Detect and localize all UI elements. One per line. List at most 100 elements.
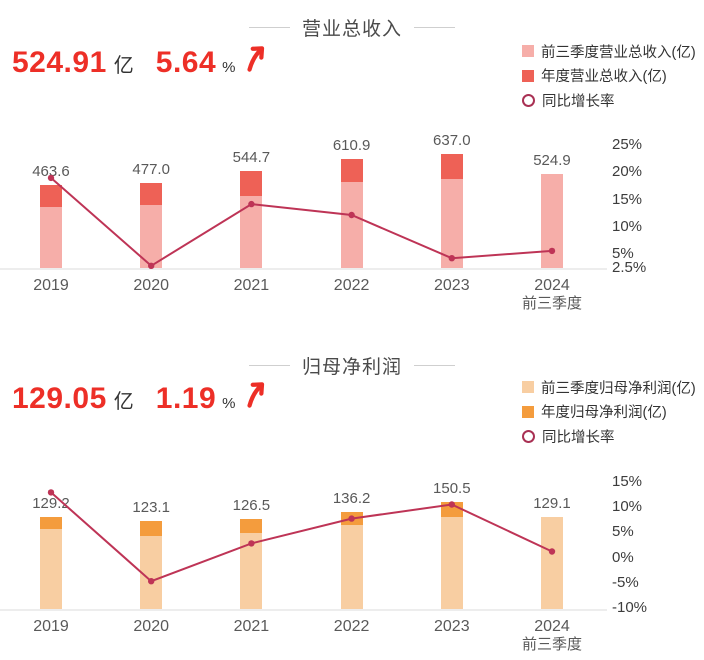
bar-value-label: 126.5 <box>232 496 271 514</box>
net-profit-headline-growth: 1.19 <box>155 382 217 415</box>
first-three-quarters-bar-segment[interactable] <box>440 517 463 609</box>
revenue-plot-area: 463.6 2019 477.0 2020 544.7 2021 610.9 2022 637.… <box>0 132 647 312</box>
first-three-quarters-bar-segment[interactable] <box>240 532 263 609</box>
annual-bar-segment[interactable] <box>140 182 163 205</box>
y2-axis-tick: 5% <box>612 523 634 541</box>
x-axis-label: 2020 <box>133 618 169 635</box>
first-three-quarters-bar-segment[interactable] <box>340 182 363 268</box>
annual-bar-segment[interactable] <box>40 516 62 530</box>
up-arrow-icon <box>244 380 268 414</box>
legend-square-icon <box>522 69 534 82</box>
title-left-line <box>248 27 290 28</box>
legend-square-icon <box>522 45 534 58</box>
revenue-chart-section: 营业总收入 524.91 亿 5.64 % 前三季度营业总收入(亿) 年度营业总收… <box>0 14 704 312</box>
legend-item[interactable]: 同比增长率 <box>522 424 696 449</box>
net-profit-headline-growth-unit: % <box>222 395 236 412</box>
legend-square-icon <box>522 381 534 394</box>
x-axis-label: 2019 <box>33 618 69 635</box>
annual-bar-segment[interactable] <box>340 511 363 525</box>
first-three-quarters-bar-segment[interactable] <box>541 516 563 609</box>
y2-axis-tick: -10% <box>612 599 648 616</box>
bar-value-label: 524.9 <box>533 152 571 170</box>
annual-bar-segment[interactable] <box>340 158 363 183</box>
y2-axis-tick: 15% <box>612 190 643 208</box>
legend-ring-icon <box>522 429 535 443</box>
first-three-quarters-bar-segment[interactable] <box>140 204 163 268</box>
revenue-headline-growth-unit: % <box>222 59 236 76</box>
bar-value-label: 129.2 <box>32 494 70 512</box>
annual-bar-segment[interactable] <box>440 154 463 180</box>
x-axis-label: 2022 <box>333 277 370 294</box>
revenue-legend: 前三季度营业总收入(亿) 年度营业总收入(亿) 同比增长率 <box>522 39 696 113</box>
title-right-line <box>414 365 455 366</box>
x-axis-label: 2023 <box>434 277 470 294</box>
x-axis-label: 2019 <box>33 277 69 294</box>
legend-item-label: 前三季度归母净利润(亿) <box>541 380 696 397</box>
first-three-quarters-bar-segment[interactable] <box>340 524 363 609</box>
first-three-quarters-bar-segment[interactable] <box>541 174 563 268</box>
legend-ring-icon <box>522 93 535 107</box>
legend-item[interactable]: 年度营业总收入(亿) <box>522 64 696 89</box>
bar-value-label: 544.7 <box>232 148 271 166</box>
annual-bar-segment[interactable] <box>240 170 263 196</box>
x-axis-label: 2020 <box>133 277 169 294</box>
up-arrow-icon <box>244 44 268 78</box>
y2-axis-tick: 0% <box>612 548 634 566</box>
legend-item-label: 同比增长率 <box>542 429 615 446</box>
legend-square-icon <box>522 405 534 418</box>
net-profit-plot-area: 129.2 2019 123.1 2020 126.5 2021 136.2 2022 150.… <box>0 330 704 660</box>
annual-bar-segment[interactable] <box>140 521 163 537</box>
bar-value-label: 463.6 <box>32 163 70 181</box>
x-axis-label: 2024 <box>534 618 570 635</box>
revenue-headline: 524.91 亿 5.64 % <box>12 46 268 80</box>
y2-axis-tick: 20% <box>612 163 643 181</box>
annual-bar-segment[interactable] <box>440 501 463 518</box>
annual-bar-segment[interactable] <box>40 185 62 208</box>
legend-item[interactable]: 前三季度归母净利润(亿) <box>522 375 696 400</box>
x-axis-baseline <box>0 268 607 270</box>
y2-axis-tick: 10% <box>612 498 643 515</box>
revenue-chart-title-row: 营业总收入 <box>0 14 704 41</box>
net-profit-headline-unit: 亿 <box>113 391 134 413</box>
first-three-quarters-bar-segment[interactable] <box>240 195 263 268</box>
first-three-quarters-bar-segment[interactable] <box>140 536 163 609</box>
legend-item[interactable]: 年度归母净利润(亿) <box>522 400 696 425</box>
x-axis-label: 2021 <box>233 277 270 294</box>
bar-value-label: 136.2 <box>332 489 371 507</box>
y2-axis-tick: -5% <box>612 573 639 591</box>
revenue-headline-unit: 亿 <box>113 55 134 77</box>
annual-bar-segment[interactable] <box>240 518 263 533</box>
x-axis-sublabel: 前三季度 <box>521 636 582 653</box>
legend-item-label: 年度营业总收入(亿) <box>541 69 667 86</box>
first-three-quarters-bar-segment[interactable] <box>440 179 463 268</box>
bar-value-label: 129.1 <box>533 494 571 512</box>
y2-axis-tick: 10% <box>612 218 643 236</box>
legend-item-label: 前三季度营业总收入(亿) <box>541 44 696 61</box>
net-profit-chart-title-row: 归母净利润 <box>0 352 704 379</box>
revenue-chart-title: 营业总收入 <box>301 19 402 40</box>
net-profit-chart-title: 归母净利润 <box>301 357 402 378</box>
legend-item[interactable]: 同比增长率 <box>522 88 696 113</box>
bar-value-label: 123.1 <box>132 499 170 517</box>
first-three-quarters-bar-segment[interactable] <box>40 207 62 268</box>
net-profit-headline-value: 129.05 <box>12 382 107 415</box>
x-axis-label: 2023 <box>434 618 470 635</box>
title-left-line <box>248 365 290 366</box>
y2-axis-tick: 2.5% <box>612 259 647 276</box>
net-profit-headline: 129.05 亿 1.19 % <box>12 382 268 416</box>
x-axis-sublabel: 前三季度 <box>521 295 582 312</box>
x-axis-label: 2022 <box>333 618 370 635</box>
revenue-headline-value: 524.91 <box>12 46 107 79</box>
title-right-line <box>414 27 455 28</box>
bar-value-label: 477.0 <box>132 160 170 178</box>
bar-value-label: 150.5 <box>433 479 471 497</box>
bar-value-label: 610.9 <box>332 136 371 154</box>
bar-value-label: 637.0 <box>433 132 471 149</box>
legend-item[interactable]: 前三季度营业总收入(亿) <box>522 39 696 64</box>
first-three-quarters-bar-segment[interactable] <box>40 529 62 609</box>
legend-item-label: 年度归母净利润(亿) <box>541 405 667 422</box>
y2-axis-tick: 5% <box>612 245 634 263</box>
x-axis-label: 2021 <box>233 618 270 635</box>
net-profit-chart-section: 归母净利润 129.05 亿 1.19 % 前三季度归母净利润(亿) 年度归母净利… <box>0 330 704 660</box>
